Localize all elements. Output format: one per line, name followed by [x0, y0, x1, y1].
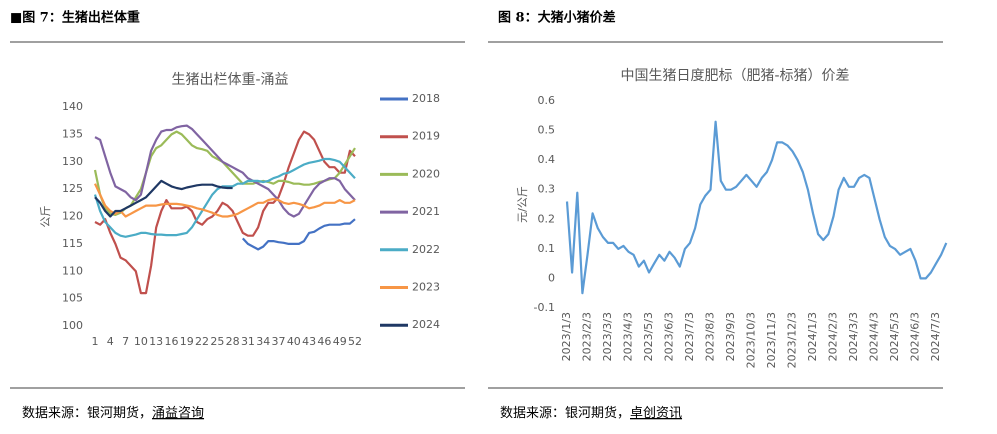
- legend-label: 2022: [412, 243, 440, 256]
- legend-label: 2021: [412, 205, 440, 218]
- y-axis-label: 公斤: [39, 206, 52, 228]
- x-tick-label: 2024/1/3: [806, 312, 819, 361]
- y-tick-label: 115: [62, 237, 83, 250]
- y-tick-label: 0.1: [538, 242, 556, 255]
- x-tick-label: 2024/6/3: [909, 312, 922, 361]
- data-line: [94, 124, 356, 218]
- figure-caption: ■图 7：生猪出栏体重: [10, 10, 140, 26]
- x-tick-label: 2024/7/3: [929, 312, 942, 361]
- y-axis-label: 元/公斤: [516, 186, 529, 223]
- y-tick-label: 0.2: [538, 212, 556, 225]
- x-tick-label: 13: [149, 335, 163, 348]
- x-tick-label: 40: [287, 335, 301, 348]
- x-tick-label: 22: [195, 335, 209, 348]
- chart-title: 中国生猪日度肥标（肥猪-标猪）价差: [620, 68, 849, 84]
- y-tick-label: 130: [62, 155, 83, 168]
- source-text: 数据来源：银河期货，: [22, 405, 152, 421]
- y-tick-label: 135: [62, 127, 83, 140]
- data-line: [94, 130, 356, 295]
- y-tick-label: 0: [548, 271, 555, 284]
- legend-label: 2024: [412, 318, 440, 331]
- x-tick-label: 2023/7/3: [683, 312, 696, 361]
- source-link: 卓创资讯: [630, 406, 682, 421]
- x-tick-label: 2023/2/3: [581, 312, 594, 361]
- chart: 中国生猪日度肥标（肥猪-标猪）价差元/公斤 -0.1 0 0.1 0.2 0.3 0.4 0.…: [516, 68, 948, 368]
- source-text: 数据来源：银河期货，: [500, 405, 630, 421]
- x-tick-label: 2023/6/3: [663, 312, 676, 361]
- chart-title: 生猪出栏体重-涌益: [171, 72, 288, 88]
- x-tick-label: 2023/4/3: [622, 312, 635, 361]
- x-tick-label: 2024/4/3: [868, 312, 881, 361]
- data-line: [241, 218, 356, 251]
- x-tick-label: 31: [241, 335, 255, 348]
- y-tick-label: 0.5: [538, 124, 556, 137]
- legend-label: 2023: [412, 281, 440, 294]
- x-tick-label: 49: [333, 335, 347, 348]
- source-link: 涌益咨询: [152, 406, 204, 421]
- data-line: [93, 157, 356, 238]
- x-tick-label: 34: [256, 335, 270, 348]
- x-tick-label: 1: [92, 335, 99, 348]
- x-tick-label: 2023/12/3: [786, 312, 799, 368]
- x-tick-label: 19: [180, 335, 194, 348]
- y-tick-label: 0.6: [538, 94, 556, 107]
- legend-label: 2019: [412, 130, 440, 143]
- x-tick-label: 2024/5/3: [888, 312, 901, 361]
- x-tick-label: 25: [210, 335, 224, 348]
- y-tick-label: 120: [62, 210, 83, 223]
- source: 数据来源：银河期货，涌益咨询: [22, 405, 204, 421]
- x-tick-label: 7: [122, 335, 129, 348]
- x-tick-label: 28: [226, 335, 240, 348]
- x-tick-label: 4: [107, 335, 114, 348]
- data-line: [94, 179, 233, 218]
- figure-caption: 图 8：大猪小猪价差: [498, 10, 616, 26]
- x-tick-label: 37: [272, 335, 286, 348]
- x-tick-label: 43: [302, 335, 316, 348]
- x-tick-label: 2023/5/3: [642, 312, 655, 361]
- y-tick-label: 110: [62, 264, 83, 277]
- x-tick-label: 52: [348, 335, 362, 348]
- x-tick-label: 2023/9/3: [724, 312, 737, 361]
- y-tick-label: -0.1: [534, 301, 555, 314]
- data-line: [93, 130, 356, 216]
- x-tick-label: 2023/3/3: [601, 312, 614, 361]
- x-tick-label: 2024/3/3: [847, 312, 860, 361]
- data-line: [565, 120, 948, 295]
- x-tick-label: 2023/1/3: [560, 312, 573, 361]
- y-tick-label: 0.4: [538, 153, 556, 166]
- x-tick-label: 2024/2/3: [827, 312, 840, 361]
- x-tick-label: 10: [134, 335, 148, 348]
- x-tick-label: 46: [317, 335, 331, 348]
- source: 数据来源：银河期货，卓创资讯: [500, 405, 682, 421]
- x-tick-label: 2023/10/3: [745, 312, 758, 368]
- y-tick-label: 105: [62, 292, 83, 305]
- y-tick-label: 140: [62, 100, 83, 113]
- y-tick-label: 100: [62, 319, 83, 332]
- x-tick-label: 2023/8/3: [704, 312, 717, 361]
- data-line: [94, 183, 356, 218]
- legend-label: 2020: [412, 167, 440, 180]
- x-tick-label: 2023/11/3: [765, 312, 778, 368]
- legend-label: 2018: [412, 92, 440, 105]
- y-tick-label: 0.3: [538, 183, 556, 196]
- x-tick-label: 16: [164, 335, 178, 348]
- y-tick-label: 125: [62, 182, 83, 195]
